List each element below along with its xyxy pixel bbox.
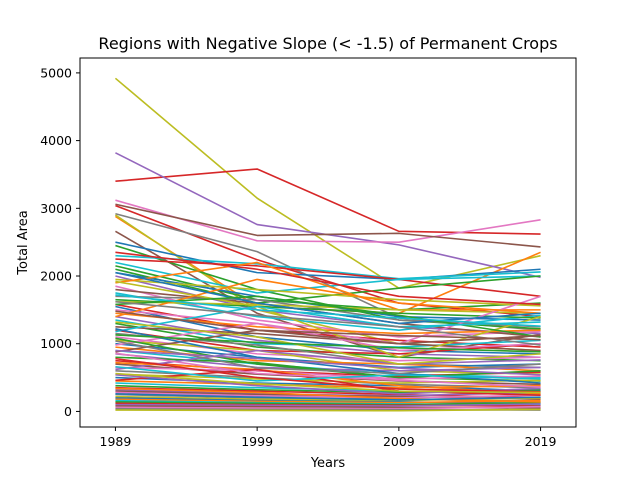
series-line-11 — [115, 241, 541, 281]
series-line-51 — [115, 380, 541, 389]
y-axis-label: Total Area — [16, 210, 31, 275]
series-line-21 — [115, 261, 541, 311]
series-line-75 — [115, 305, 541, 333]
plot-area-frame — [79, 57, 577, 428]
y-tick-label: 2000 — [40, 269, 72, 284]
series-line-16 — [115, 265, 541, 311]
series-line-87 — [115, 352, 541, 388]
series-line-57 — [115, 391, 541, 399]
series-line-90 — [115, 387, 541, 403]
x-axis: 1989 1999 2009 2019 — [100, 427, 557, 449]
x-tick-label: 2009 — [383, 434, 415, 449]
series-line-61 — [115, 398, 541, 404]
series-line-20 — [115, 278, 541, 307]
x-axis-label: Years — [310, 456, 346, 471]
series-line-81 — [115, 300, 541, 346]
y-tick-label: 4000 — [40, 133, 72, 148]
series-line-13 — [115, 254, 541, 280]
series-line-95 — [115, 349, 541, 376]
series-line-91 — [115, 357, 541, 393]
y-tick-label: 0 — [64, 404, 72, 419]
series-line-83 — [115, 321, 541, 365]
series-line-67 — [115, 405, 541, 410]
series-line-74 — [115, 251, 541, 306]
y-tick-label: 5000 — [40, 65, 72, 80]
series-line-88 — [115, 310, 541, 341]
series-line-65 — [115, 403, 541, 407]
series-line-5 — [115, 203, 541, 248]
series-line-73 — [115, 295, 541, 338]
series-line-29 — [115, 305, 541, 355]
series-line-84 — [115, 328, 541, 384]
series-line-2 — [115, 168, 541, 235]
series-layer — [114, 77, 541, 412]
x-tick-label: 1989 — [100, 434, 132, 449]
series-line-1 — [114, 77, 541, 290]
y-tick-label: 3000 — [40, 201, 72, 216]
series-line-78 — [115, 349, 541, 371]
series-line-80 — [115, 368, 541, 396]
series-line-89 — [115, 365, 541, 382]
series-line-77 — [115, 329, 541, 353]
x-tick-label: 2019 — [525, 434, 557, 449]
x-tick-label: 1999 — [241, 434, 273, 449]
series-line-14 — [115, 258, 541, 298]
series-line-63 — [115, 401, 541, 406]
y-axis: 0 1000 2000 3000 4000 5000 — [40, 65, 80, 419]
series-line-17 — [115, 268, 541, 304]
series-line-94 — [115, 372, 541, 394]
y-tick-label: 1000 — [40, 336, 72, 351]
series-line-82 — [115, 294, 541, 327]
series-line-32 — [115, 315, 541, 359]
series-line-71 — [115, 278, 541, 318]
series-line-96 — [115, 334, 541, 353]
chart-title: Regions with Negative Slope (< -1.5) of … — [98, 34, 557, 53]
series-line-93 — [115, 393, 541, 401]
series-line-69 — [115, 408, 541, 412]
series-line-39 — [115, 339, 541, 375]
